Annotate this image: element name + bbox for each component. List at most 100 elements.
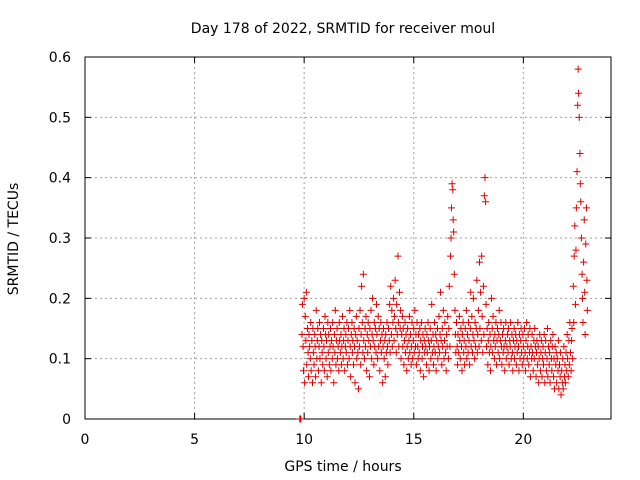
data-point <box>522 367 530 375</box>
data-point <box>298 300 306 308</box>
data-point <box>386 300 394 308</box>
data-point <box>439 306 447 314</box>
x-axis-label: GPS time / hours <box>284 459 401 475</box>
data-point <box>369 294 377 302</box>
data-point <box>423 331 431 339</box>
data-point <box>384 361 392 369</box>
data-point <box>518 361 526 369</box>
data-point <box>424 318 432 326</box>
y-tick-label: 0 <box>62 412 71 428</box>
data-point <box>582 204 590 212</box>
data-point <box>462 306 470 314</box>
data-point <box>410 325 418 332</box>
data-point <box>372 300 380 308</box>
data-point <box>489 312 497 320</box>
data-point <box>368 355 376 363</box>
data-point <box>567 367 575 375</box>
data-point <box>319 325 327 332</box>
data-point <box>404 325 412 332</box>
y-tick-label: 0.4 <box>49 171 71 187</box>
data-point <box>444 355 452 363</box>
data-point <box>335 318 343 326</box>
data-point <box>474 306 482 314</box>
data-point <box>427 355 435 363</box>
data-point <box>478 312 486 320</box>
data-point <box>471 318 479 326</box>
x-tick-label: 10 <box>295 432 313 448</box>
data-point <box>522 337 530 345</box>
data-point <box>476 258 483 266</box>
data-point <box>300 294 308 302</box>
data-point <box>532 373 540 381</box>
data-point <box>441 318 449 326</box>
data-point <box>420 373 428 381</box>
data-point <box>576 180 584 188</box>
data-point <box>574 65 582 73</box>
data-point <box>576 150 584 158</box>
data-point <box>356 306 364 314</box>
data-point <box>387 282 395 290</box>
data-point <box>311 331 319 339</box>
data-point <box>474 331 482 339</box>
data-point <box>358 318 366 326</box>
data-point <box>572 246 580 254</box>
data-point <box>351 379 359 387</box>
data-point <box>482 198 490 206</box>
data-point <box>397 306 405 314</box>
data-point <box>449 216 457 224</box>
data-point <box>359 270 367 278</box>
data-point <box>546 379 554 387</box>
data-point <box>431 318 439 326</box>
data-point <box>479 282 487 290</box>
data-point <box>401 318 409 326</box>
data-point <box>477 337 485 345</box>
data-point <box>370 318 378 326</box>
x-tick-label: 5 <box>190 432 199 448</box>
data-point <box>400 361 408 369</box>
data-point <box>370 361 378 369</box>
data-point <box>303 361 311 369</box>
data-point <box>529 367 537 375</box>
data-point <box>435 312 443 320</box>
data-point <box>525 361 533 369</box>
data-point <box>546 349 554 357</box>
data-point <box>432 367 440 375</box>
data-point <box>575 113 583 121</box>
data-point <box>357 361 365 369</box>
data-point <box>549 331 557 339</box>
data-point <box>486 367 494 375</box>
chart-title: Day 178 of 2022, SRMTID for receiver mou… <box>191 21 495 37</box>
data-point <box>319 361 327 369</box>
data-point <box>479 349 487 357</box>
data-point <box>321 312 329 320</box>
data-point <box>442 367 450 375</box>
data-point <box>473 276 481 284</box>
data-point <box>571 222 579 230</box>
data-point <box>482 300 490 308</box>
data-point <box>358 282 366 290</box>
data-point <box>583 276 591 284</box>
data-point <box>545 361 553 369</box>
data-point <box>543 325 551 332</box>
data-point <box>582 240 590 248</box>
data-point <box>536 367 544 375</box>
data-point <box>493 325 501 332</box>
data-point <box>329 318 337 326</box>
y-tick-label: 0.5 <box>49 110 71 126</box>
data-point <box>484 361 492 369</box>
data-point <box>557 391 565 399</box>
data-point <box>327 367 335 375</box>
data-point <box>367 306 375 314</box>
data-point <box>580 216 588 224</box>
data-point <box>452 318 460 326</box>
data-point <box>450 270 458 278</box>
data-point <box>478 252 486 260</box>
data-point <box>360 355 368 363</box>
data-point <box>443 331 451 339</box>
data-point <box>317 379 325 387</box>
data-point <box>573 168 581 176</box>
data-point <box>337 361 345 369</box>
data-point <box>554 337 562 345</box>
data-point <box>538 373 546 381</box>
data-point <box>485 318 493 326</box>
